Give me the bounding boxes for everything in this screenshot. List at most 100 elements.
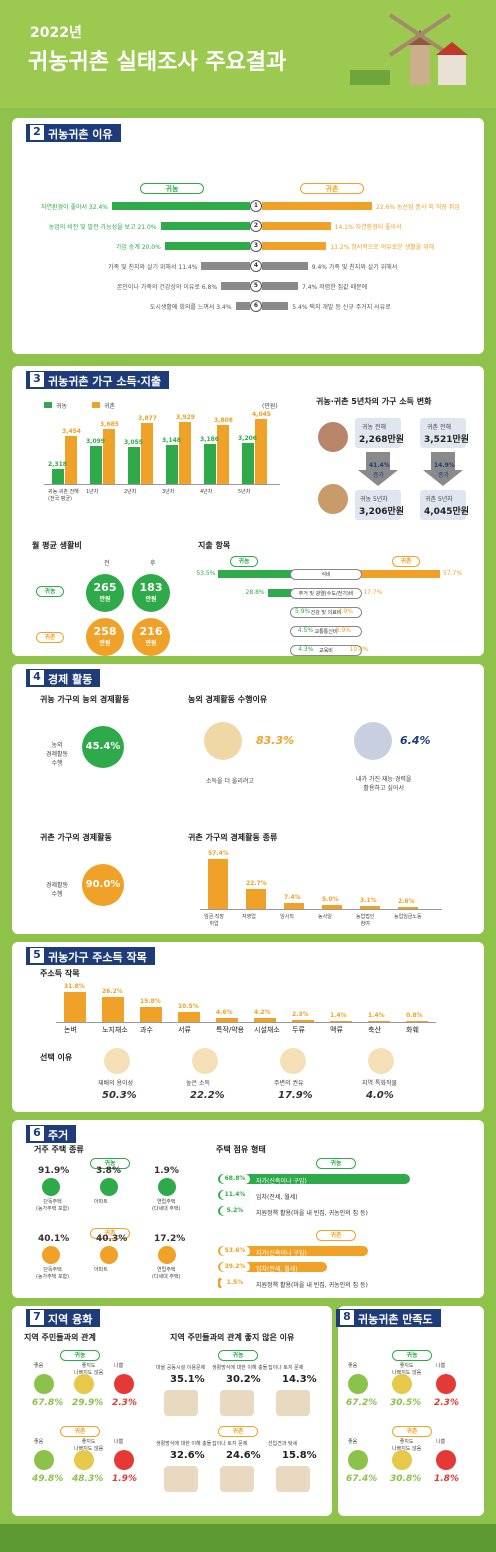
crop-reason-value: 4.0% bbox=[366, 1090, 394, 1101]
face-label: 좋지도 나쁘지도 않음 bbox=[392, 1363, 422, 1376]
bad-reason-label: 생활방식에 대한 이해 충돌 bbox=[156, 1441, 212, 1447]
reason-bar-right bbox=[262, 302, 289, 310]
crop-reason-value: 17.9% bbox=[278, 1090, 313, 1101]
reason-bar-left bbox=[164, 242, 250, 250]
rural-econ-title: 귀촌 가구의 경제활동 bbox=[40, 833, 112, 842]
rural-econ-type-title: 귀촌 가구의 경제활동 종류 bbox=[188, 833, 278, 842]
face-label: 좋음 bbox=[34, 1363, 44, 1369]
reason-econ-1-label: 소득을 더 올리려고 bbox=[206, 778, 254, 785]
house-pct: 91.9% bbox=[38, 1166, 70, 1176]
face-label: 나쁨 bbox=[114, 1363, 124, 1369]
farm-econ-label: 농외 경제활동 수행 bbox=[46, 742, 69, 767]
section-title-5: 5 귀농가구 주소득 작목 bbox=[26, 947, 155, 965]
crop-bar-value: 10.5% bbox=[178, 1003, 199, 1011]
reason-bar-left bbox=[235, 302, 250, 310]
expense-tag-farm: 귀농 bbox=[230, 556, 258, 567]
crop-bar-category: 특작/약용 bbox=[216, 1026, 245, 1034]
econ-bar-value: 7.4% bbox=[284, 893, 301, 901]
own-label: 자가(신축이나 구입) bbox=[256, 1178, 307, 1185]
farm-increase-pct: 41.4% bbox=[369, 462, 390, 469]
expense-category: 교통통신비 bbox=[290, 626, 362, 637]
own-bar bbox=[218, 1246, 368, 1256]
crop-bar-value: 0.8% bbox=[406, 1012, 423, 1020]
reason-left-label: 농업의 비전 및 발전 가능성을 보고 21.0% bbox=[48, 224, 157, 231]
crop-bar-value: 4.6% bbox=[216, 1008, 233, 1016]
crop-bar bbox=[64, 992, 86, 1022]
reason-left-label: 도시생활에 회의를 느껴서 3.4% bbox=[149, 304, 232, 311]
expense-farm-value: 4.3% bbox=[298, 646, 314, 653]
own-bar bbox=[218, 1262, 328, 1272]
income-rural-value: 3,685 bbox=[100, 421, 119, 429]
bad-reason-value: 35.1% bbox=[170, 1374, 205, 1385]
bad-reason-label: 집이나 토지 문제 bbox=[268, 1365, 304, 1371]
house-pct: 40.1% bbox=[38, 1234, 70, 1244]
bad-reason-label: 선입견과 텃세 bbox=[268, 1441, 298, 1447]
bad-reason-icon bbox=[164, 1466, 198, 1492]
smile-face-icon bbox=[348, 1450, 368, 1470]
money-bag-icon bbox=[204, 722, 242, 760]
sat-tag-rural: 귀촌 bbox=[392, 1426, 432, 1437]
reason-left-label: 본인이나 가족의 건강상의 이유로 6.8% bbox=[116, 284, 218, 291]
econ-baseline bbox=[200, 909, 442, 910]
expense-tag-rural: 귀촌 bbox=[392, 556, 420, 567]
after-label: 후 bbox=[150, 560, 156, 567]
arrow-down-icon bbox=[423, 452, 463, 486]
section-title-7: 7 지역 융화 bbox=[26, 1309, 101, 1327]
crop-bar-value: 15.8% bbox=[140, 998, 161, 1006]
expense-farm-value: 4.5% bbox=[297, 627, 314, 634]
reason-bar-left bbox=[112, 202, 250, 210]
crop-bar-category: 시설채소 bbox=[254, 1026, 280, 1034]
footer-grass bbox=[0, 1524, 496, 1552]
expense-category: 교육비 bbox=[290, 645, 362, 656]
econ-bar-category: 농업임금노동 bbox=[394, 914, 422, 920]
face-label: 좋음 bbox=[348, 1439, 358, 1445]
face-value: 67.8% bbox=[32, 1398, 64, 1408]
face-value: 2.3% bbox=[112, 1398, 137, 1408]
econ-bar bbox=[398, 906, 418, 909]
legend-return-rural: 귀촌 bbox=[104, 403, 116, 410]
windmill-icon bbox=[350, 13, 468, 85]
smile-face-icon bbox=[34, 1450, 54, 1470]
econ-bar-category: 임금·직장 취업 bbox=[204, 914, 224, 927]
house-icon bbox=[158, 1178, 176, 1196]
crop-reason-label: 재배의 용이성 bbox=[98, 1080, 134, 1087]
own-label: 지원정책 활용(마을 내 빈집, 귀농인의 집 등) bbox=[256, 1282, 368, 1289]
legend-green-swatch bbox=[44, 402, 52, 408]
econ-bar-value: 57.4% bbox=[208, 850, 229, 857]
crop-reason-icon bbox=[192, 1048, 218, 1074]
expense-bar-rural bbox=[325, 570, 440, 578]
relation-title: 지역 주민들과의 관계 bbox=[24, 1333, 96, 1342]
crop-bar-category: 두류 bbox=[292, 1026, 305, 1034]
expense-rural-value: 57.7% bbox=[443, 570, 463, 577]
sad-face-icon bbox=[436, 1450, 456, 1470]
house-type-title: 거주 주택 종류 bbox=[34, 1145, 84, 1154]
income-rural-value: 3,929 bbox=[176, 413, 195, 421]
crop-bar bbox=[216, 1017, 238, 1022]
own-label: 자가(신축이나 구입) bbox=[256, 1250, 307, 1257]
legend-return-farm: 귀농 bbox=[56, 403, 68, 410]
income-change-title: 귀농·귀촌 5년차의 가구 소득 변화 bbox=[316, 397, 432, 406]
before-label: 전 bbox=[104, 560, 110, 567]
income-farm-value: 3,099 bbox=[86, 438, 105, 446]
reason-right-label: 5.4% 택지 개발 등 신규 주거지 사유로 bbox=[292, 304, 391, 311]
crop-reason-label: 지역 특화작물 bbox=[362, 1080, 398, 1087]
section-title-2: 2 귀농귀촌 이유 bbox=[26, 124, 121, 142]
expense-rural-value: 3.9% bbox=[335, 627, 352, 634]
own-value: 1.5% bbox=[220, 1278, 250, 1288]
farm-increase-label: 증가 bbox=[373, 472, 385, 479]
own-tag-farm: 귀농 bbox=[316, 1158, 356, 1169]
crop-bar-category: 논벼 bbox=[64, 1026, 77, 1034]
living-rural-after: 216 만원 bbox=[132, 618, 170, 656]
reason-bar-left bbox=[201, 262, 250, 270]
face-value: 2.3% bbox=[434, 1398, 459, 1408]
rural-increase-label: 증가 bbox=[438, 472, 450, 479]
crop-reason-title: 선택 이유 bbox=[40, 1053, 73, 1062]
living-rural-before: 258 만원 bbox=[86, 618, 124, 656]
income-rural-value: 4,045 bbox=[252, 410, 271, 418]
face-value: 30.5% bbox=[390, 1398, 422, 1408]
neutral-face-icon bbox=[74, 1450, 94, 1470]
crop-bar bbox=[102, 997, 124, 1022]
reason-right-label: 22.6% 농산업 종사 외 직장 취업 bbox=[376, 204, 460, 211]
income-rural-value: 3,808 bbox=[214, 417, 233, 425]
reason-bar-right bbox=[262, 242, 327, 250]
